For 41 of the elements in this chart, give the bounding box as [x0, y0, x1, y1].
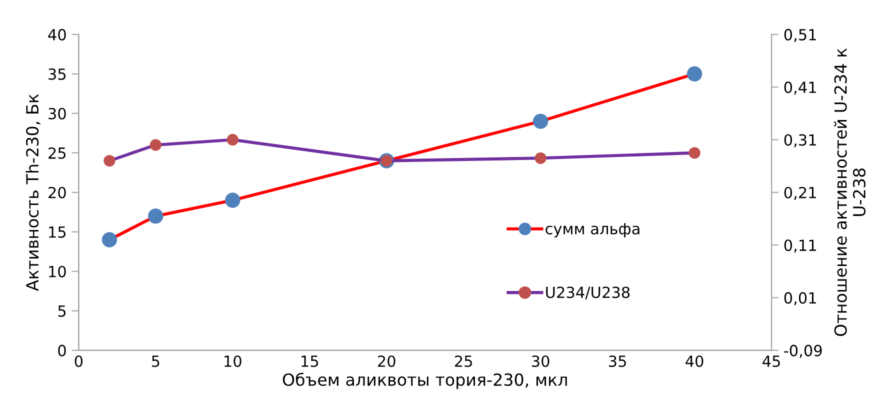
x-tick-label: 5: [152, 356, 160, 368]
point: [102, 232, 118, 248]
x-tick-label: 35: [609, 355, 626, 368]
x-tick-label: 40: [686, 355, 704, 368]
legend-label: сумм альфа: [546, 223, 640, 238]
x-tick-label: 0: [74, 355, 83, 368]
y2-tick-label: -0,09: [784, 344, 822, 358]
y2-tick-label: 0,41: [784, 82, 816, 95]
y-tick-label: 20: [48, 186, 66, 198]
point: [532, 114, 548, 129]
point: [225, 192, 240, 208]
y-tick-label: 25: [48, 147, 66, 159]
x-tick-label: 30: [532, 355, 550, 368]
point: [226, 134, 238, 146]
x-axis-title: Объем аликвоты тория-230, мкл: [282, 372, 567, 390]
y-tick-label: 40: [48, 28, 66, 40]
y2-tick-label: 0,21: [784, 186, 816, 200]
y-tick-label: 30: [48, 108, 66, 120]
point: [150, 139, 162, 151]
point: [148, 208, 164, 224]
y2-tick-label: 0,51: [784, 28, 816, 42]
y2-tick-label: 0,01: [784, 292, 816, 306]
point: [688, 147, 700, 159]
x-tick-label: 10: [224, 355, 242, 368]
point: [104, 154, 116, 167]
y-tick-label: 10: [49, 266, 66, 278]
point: [534, 152, 546, 164]
legend-label: U234/U238: [546, 286, 630, 300]
x-tick-label: 45: [762, 356, 780, 368]
x-tick-label: 20: [378, 355, 396, 368]
y2-axis-title: Отношение активностей U-234 к U-238: [834, 48, 866, 336]
y-axis-title: Активность Th-230, Бк: [26, 94, 40, 292]
y-tick-label: 35: [48, 68, 66, 80]
x-tick-label: 15: [302, 356, 318, 368]
y-tick-label: 5: [58, 306, 66, 317]
y2-tick-label: 0,31: [784, 134, 816, 148]
x-tick-label: 25: [454, 355, 472, 368]
y-tick-label: 0: [58, 344, 66, 356]
point: [686, 66, 702, 82]
y-tick-label: 15: [49, 226, 66, 238]
y2-tick-label: 0,11: [784, 239, 816, 253]
